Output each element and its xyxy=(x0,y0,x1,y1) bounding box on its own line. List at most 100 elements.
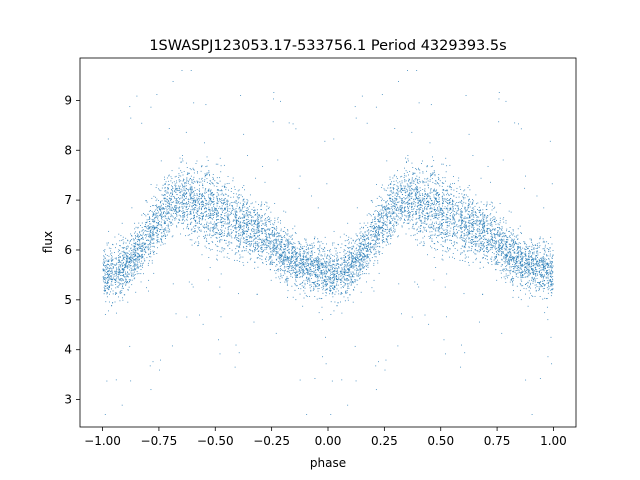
scatter-point xyxy=(440,233,442,235)
scatter-point xyxy=(282,262,283,264)
scatter-point xyxy=(191,283,193,285)
scatter-point xyxy=(430,205,431,207)
scatter-point xyxy=(363,222,365,224)
scatter-point xyxy=(202,218,204,220)
scatter-point xyxy=(186,211,188,213)
scatter-point xyxy=(530,256,531,258)
scatter-point xyxy=(161,208,163,210)
scatter-point xyxy=(264,258,266,260)
scatter-point xyxy=(176,187,178,189)
scatter-point xyxy=(212,226,214,228)
scatter-point xyxy=(533,272,535,274)
scatter-point xyxy=(540,265,542,267)
scatter-point xyxy=(107,273,109,275)
scatter-point xyxy=(493,208,495,210)
scatter-point xyxy=(144,242,146,244)
scatter-point xyxy=(105,282,107,283)
scatter-point xyxy=(353,246,355,248)
scatter-point xyxy=(246,202,248,204)
scatter-point xyxy=(164,216,166,218)
scatter-point xyxy=(251,229,253,230)
scatter-point xyxy=(275,265,277,267)
scatter-point xyxy=(326,267,328,269)
scatter-point xyxy=(393,203,395,205)
scatter-point xyxy=(175,202,177,204)
scatter-point xyxy=(310,290,312,292)
scatter-point xyxy=(156,226,158,228)
scatter-point xyxy=(408,174,409,176)
scatter-point xyxy=(530,273,531,275)
scatter-point xyxy=(302,253,304,255)
scatter-point xyxy=(362,233,364,235)
scatter-point xyxy=(190,175,192,177)
scatter-point xyxy=(437,195,439,197)
scatter-point xyxy=(315,260,317,262)
scatter-point xyxy=(262,240,264,242)
scatter-point xyxy=(200,198,202,199)
scatter-point xyxy=(153,238,155,240)
scatter-point xyxy=(142,250,144,252)
scatter-point xyxy=(486,247,487,248)
scatter-point xyxy=(408,187,410,189)
scatter-point xyxy=(107,276,109,278)
scatter-point xyxy=(205,227,207,228)
scatter-point xyxy=(282,274,284,276)
scatter-point xyxy=(148,253,150,255)
scatter-point xyxy=(293,266,294,268)
scatter-point xyxy=(427,216,429,218)
scatter-point xyxy=(530,263,532,265)
scatter-point xyxy=(482,220,484,222)
scatter-point xyxy=(375,252,377,254)
scatter-point xyxy=(439,201,440,202)
scatter-point xyxy=(200,229,202,231)
scatter-point xyxy=(505,253,507,255)
scatter-point xyxy=(350,278,352,280)
scatter-point xyxy=(514,241,516,243)
scatter-point xyxy=(499,222,501,224)
scatter-point xyxy=(359,248,361,250)
scatter-point xyxy=(217,198,219,200)
scatter-point xyxy=(432,221,433,223)
scatter-point xyxy=(327,283,328,285)
scatter-point xyxy=(135,291,137,293)
scatter-point xyxy=(368,229,370,231)
scatter-point xyxy=(525,288,527,290)
scatter-point xyxy=(258,225,260,227)
scatter-point xyxy=(193,172,195,174)
scatter-point xyxy=(322,292,324,294)
scatter-point xyxy=(201,209,202,211)
scatter-point xyxy=(437,209,439,211)
scatter-point xyxy=(239,227,241,229)
scatter-point xyxy=(407,223,409,224)
scatter-point xyxy=(375,365,377,367)
scatter-point xyxy=(164,243,166,245)
scatter-point xyxy=(223,248,225,250)
scatter-point xyxy=(389,219,391,221)
scatter-point xyxy=(168,221,170,223)
scatter-point xyxy=(491,225,493,227)
scatter-point xyxy=(243,199,245,201)
scatter-point xyxy=(403,201,405,202)
scatter-point xyxy=(508,261,510,263)
scatter-point xyxy=(487,233,489,234)
scatter-point xyxy=(418,286,420,288)
scatter-point xyxy=(280,249,282,251)
scatter-point xyxy=(206,208,208,210)
scatter-point xyxy=(494,206,496,208)
scatter-point xyxy=(389,197,391,199)
scatter-point xyxy=(479,228,480,230)
scatter-point xyxy=(313,272,315,274)
scatter-point xyxy=(157,234,159,236)
scatter-point xyxy=(302,266,304,268)
scatter-point xyxy=(401,182,403,184)
scatter-point xyxy=(326,288,328,290)
scatter-point xyxy=(374,247,375,249)
scatter-point xyxy=(303,268,304,270)
scatter-point xyxy=(476,222,478,224)
scatter-point xyxy=(468,204,470,206)
scatter-point xyxy=(123,241,125,243)
scatter-point xyxy=(393,216,395,218)
scatter-point xyxy=(305,259,307,260)
scatter-point xyxy=(401,214,403,216)
scatter-point xyxy=(195,201,197,203)
